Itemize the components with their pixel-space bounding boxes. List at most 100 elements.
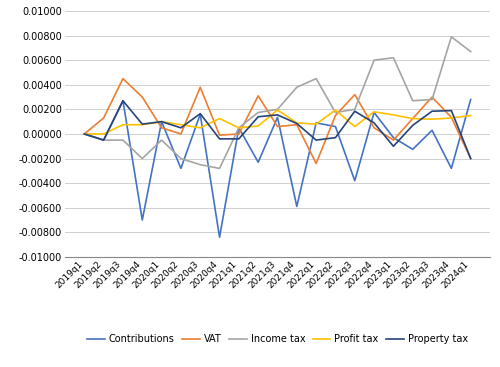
Contributions bbox=[236, 126, 242, 130]
Profit tax bbox=[158, 120, 164, 124]
VAT bbox=[178, 132, 184, 136]
Profit tax bbox=[216, 116, 222, 121]
VAT bbox=[468, 156, 473, 161]
Profit tax bbox=[313, 122, 319, 126]
Profit tax bbox=[294, 121, 300, 125]
Property tax bbox=[390, 144, 396, 148]
Profit tax bbox=[120, 123, 126, 127]
Income tax bbox=[197, 163, 203, 167]
Contributions bbox=[140, 218, 145, 222]
Line: Property tax: Property tax bbox=[84, 101, 470, 159]
Property tax bbox=[197, 112, 203, 116]
Contributions bbox=[158, 120, 164, 124]
VAT bbox=[390, 138, 396, 142]
VAT bbox=[448, 115, 454, 120]
Income tax bbox=[140, 156, 145, 161]
Income tax bbox=[468, 50, 473, 54]
Contributions bbox=[255, 160, 261, 164]
Contributions bbox=[100, 138, 106, 142]
Legend: Contributions, VAT, Income tax, Profit tax, Property tax: Contributions, VAT, Income tax, Profit t… bbox=[84, 331, 471, 348]
Property tax bbox=[120, 99, 126, 103]
Property tax bbox=[371, 121, 377, 125]
Income tax bbox=[236, 126, 242, 130]
Contributions bbox=[82, 132, 87, 136]
Property tax bbox=[158, 120, 164, 124]
Profit tax bbox=[236, 126, 242, 130]
Contributions bbox=[332, 124, 338, 129]
Property tax bbox=[216, 137, 222, 141]
Property tax bbox=[100, 138, 106, 142]
Contributions bbox=[429, 128, 435, 132]
Contributions bbox=[294, 204, 300, 209]
Income tax bbox=[120, 138, 126, 142]
VAT bbox=[216, 133, 222, 137]
Line: Income tax: Income tax bbox=[84, 37, 470, 168]
Contributions bbox=[371, 110, 377, 115]
Profit tax bbox=[82, 132, 87, 136]
Profit tax bbox=[140, 123, 145, 127]
Property tax bbox=[352, 109, 358, 113]
VAT bbox=[313, 161, 319, 166]
Income tax bbox=[448, 34, 454, 39]
VAT bbox=[429, 95, 435, 99]
Profit tax bbox=[352, 124, 358, 129]
VAT bbox=[100, 116, 106, 120]
Property tax bbox=[178, 126, 184, 130]
Income tax bbox=[100, 138, 106, 142]
Property tax bbox=[140, 122, 145, 126]
Profit tax bbox=[332, 108, 338, 112]
Contributions bbox=[352, 178, 358, 183]
Property tax bbox=[429, 109, 435, 113]
Income tax bbox=[294, 85, 300, 90]
Income tax bbox=[255, 110, 261, 115]
Property tax bbox=[274, 113, 280, 117]
VAT bbox=[255, 94, 261, 98]
Contributions bbox=[448, 166, 454, 171]
Profit tax bbox=[448, 116, 454, 120]
VAT bbox=[236, 132, 242, 136]
Income tax bbox=[390, 55, 396, 60]
VAT bbox=[410, 116, 416, 121]
Income tax bbox=[429, 97, 435, 102]
Property tax bbox=[468, 156, 473, 161]
Line: VAT: VAT bbox=[84, 79, 470, 163]
Income tax bbox=[352, 107, 358, 112]
VAT bbox=[197, 85, 203, 90]
Property tax bbox=[236, 137, 242, 141]
Profit tax bbox=[390, 113, 396, 117]
Contributions bbox=[216, 235, 222, 239]
Contributions bbox=[468, 97, 473, 102]
Profit tax bbox=[255, 124, 261, 128]
Contributions bbox=[274, 115, 280, 120]
Income tax bbox=[158, 138, 164, 142]
Profit tax bbox=[429, 117, 435, 121]
VAT bbox=[274, 124, 280, 129]
VAT bbox=[82, 132, 87, 136]
Income tax bbox=[371, 58, 377, 62]
VAT bbox=[140, 95, 145, 99]
Profit tax bbox=[274, 108, 280, 112]
Property tax bbox=[313, 138, 319, 142]
Property tax bbox=[255, 115, 261, 119]
Profit tax bbox=[178, 123, 184, 127]
Profit tax bbox=[410, 116, 416, 121]
Income tax bbox=[274, 107, 280, 112]
Line: Contributions: Contributions bbox=[84, 99, 470, 237]
Property tax bbox=[448, 108, 454, 113]
Contributions bbox=[313, 121, 319, 125]
Property tax bbox=[332, 135, 338, 140]
Income tax bbox=[410, 99, 416, 103]
Income tax bbox=[313, 76, 319, 81]
Line: Profit tax: Profit tax bbox=[84, 110, 470, 134]
Profit tax bbox=[371, 110, 377, 114]
Contributions bbox=[390, 135, 396, 140]
Income tax bbox=[216, 166, 222, 171]
Contributions bbox=[120, 99, 126, 103]
Property tax bbox=[294, 121, 300, 126]
Profit tax bbox=[197, 126, 203, 130]
Contributions bbox=[178, 166, 184, 171]
VAT bbox=[332, 113, 338, 118]
VAT bbox=[158, 126, 164, 130]
VAT bbox=[120, 76, 126, 81]
Contributions bbox=[410, 147, 416, 152]
